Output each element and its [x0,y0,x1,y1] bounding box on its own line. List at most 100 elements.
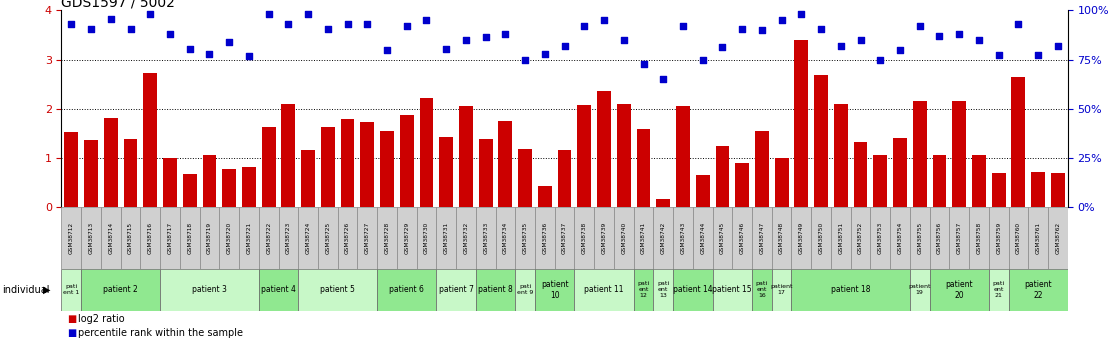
Text: GSM38758: GSM38758 [976,222,982,254]
Bar [1008,207,1029,269]
Bar [910,207,929,269]
Text: GSM38718: GSM38718 [187,222,192,254]
Point [359,21,377,27]
Point [871,57,889,62]
Bar [515,207,536,269]
Bar [499,121,512,207]
Text: patient 4: patient 4 [262,285,296,294]
Bar [84,140,98,207]
Point [556,43,574,49]
Bar [792,207,812,269]
Point [694,57,712,62]
Point [752,27,770,33]
Text: GSM38750: GSM38750 [818,222,824,254]
Bar [871,207,890,269]
Bar [241,167,256,207]
Bar [358,207,377,269]
Bar [104,118,117,207]
Text: ■: ■ [67,328,76,338]
Bar [854,142,868,207]
Bar [338,207,358,269]
Bar [972,155,986,207]
Bar [712,269,752,310]
Bar [1029,207,1048,269]
Text: GSM38728: GSM38728 [385,222,389,254]
Bar [538,186,552,207]
Bar [1031,171,1045,207]
Text: GSM38756: GSM38756 [937,222,942,254]
Text: GSM38721: GSM38721 [246,222,252,254]
Bar [594,207,614,269]
Text: GSM38717: GSM38717 [168,222,172,254]
Text: GSM38747: GSM38747 [759,222,765,254]
Text: patient 3: patient 3 [192,285,227,294]
Point [496,31,514,37]
Point [1049,43,1067,49]
Text: GSM38755: GSM38755 [917,222,922,254]
Point [437,46,455,51]
Point [82,26,100,32]
Bar [536,207,555,269]
Bar [321,127,334,207]
Point [615,37,633,43]
Bar [515,269,536,310]
Bar [124,139,138,207]
Point [339,21,357,27]
Bar [141,207,160,269]
Bar [752,269,771,310]
Bar [834,104,847,207]
Text: GSM38741: GSM38741 [641,222,646,254]
Bar [436,269,476,310]
Bar [1051,172,1064,207]
Bar [397,207,417,269]
Point [1030,52,1048,57]
Bar [676,106,690,207]
Text: patient
10: patient 10 [541,280,569,299]
Text: GSM38761: GSM38761 [1035,222,1041,254]
Point [1010,21,1027,27]
Bar [183,174,197,207]
Text: GSM38733: GSM38733 [483,222,489,254]
Text: GSM38754: GSM38754 [898,222,902,254]
Point [280,21,297,27]
Text: pati
ent
13: pati ent 13 [657,282,670,298]
Text: GSM38712: GSM38712 [69,222,74,254]
Bar [732,207,752,269]
Point [161,31,179,37]
Bar [597,91,610,207]
Bar [222,169,236,207]
Bar [736,163,749,207]
Bar [258,207,278,269]
Point [102,17,120,22]
Bar [910,269,929,310]
Text: pati
ent
12: pati ent 12 [637,282,650,298]
Point [457,37,475,43]
Text: percentile rank within the sample: percentile rank within the sample [78,328,244,338]
Text: pati
ent 1: pati ent 1 [64,284,79,295]
Point [812,26,830,32]
Text: ■: ■ [67,314,76,324]
Bar [1012,77,1025,207]
Bar [558,150,571,207]
Bar [258,269,299,310]
Point [398,23,416,29]
Text: GSM38714: GSM38714 [108,222,113,254]
Text: GDS1597 / 5002: GDS1597 / 5002 [61,0,176,9]
Text: GSM38713: GSM38713 [88,222,94,254]
Bar [752,207,771,269]
Text: GSM38736: GSM38736 [542,222,548,254]
Text: patient
20: patient 20 [946,280,973,299]
Text: GSM38715: GSM38715 [129,222,133,254]
Text: GSM38749: GSM38749 [799,222,804,254]
Bar [992,172,1005,207]
Bar [775,158,788,207]
Bar [890,207,910,269]
Point [635,62,653,67]
Text: ▶: ▶ [42,285,50,295]
Text: GSM38757: GSM38757 [957,222,961,254]
Point [122,26,140,32]
Bar [693,207,712,269]
Text: individual: individual [2,285,49,295]
Bar [160,269,258,310]
Bar [82,207,101,269]
